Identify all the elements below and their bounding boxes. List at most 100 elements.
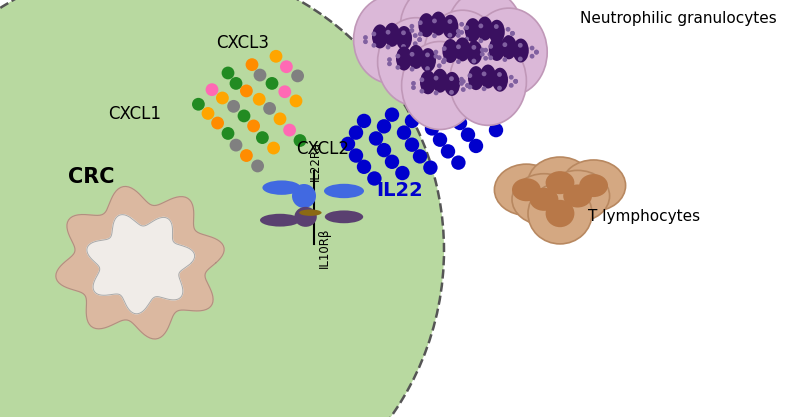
Ellipse shape xyxy=(480,52,485,57)
Ellipse shape xyxy=(280,60,293,73)
Ellipse shape xyxy=(291,70,304,82)
Ellipse shape xyxy=(442,46,446,51)
Ellipse shape xyxy=(478,38,483,43)
Ellipse shape xyxy=(371,43,376,48)
Ellipse shape xyxy=(464,37,469,41)
Ellipse shape xyxy=(467,73,472,78)
Ellipse shape xyxy=(377,143,391,157)
Ellipse shape xyxy=(278,85,291,98)
Ellipse shape xyxy=(418,20,422,25)
Ellipse shape xyxy=(400,0,477,73)
Text: Neutrophilic granulocytes: Neutrophilic granulocytes xyxy=(580,11,777,26)
Ellipse shape xyxy=(477,17,493,40)
Ellipse shape xyxy=(230,139,242,151)
Ellipse shape xyxy=(425,66,430,71)
Ellipse shape xyxy=(387,61,392,66)
Ellipse shape xyxy=(425,53,430,57)
Ellipse shape xyxy=(432,33,437,38)
Ellipse shape xyxy=(447,33,452,38)
Ellipse shape xyxy=(263,102,276,115)
Ellipse shape xyxy=(512,174,576,225)
Ellipse shape xyxy=(494,38,498,43)
Ellipse shape xyxy=(494,164,558,215)
Ellipse shape xyxy=(437,63,442,68)
Ellipse shape xyxy=(468,66,484,90)
Ellipse shape xyxy=(492,68,508,92)
Ellipse shape xyxy=(456,33,461,38)
Ellipse shape xyxy=(441,99,455,113)
Text: T lymphocytes: T lymphocytes xyxy=(588,209,700,224)
Ellipse shape xyxy=(420,48,436,72)
Ellipse shape xyxy=(369,131,383,146)
Ellipse shape xyxy=(506,35,510,40)
Ellipse shape xyxy=(488,44,493,49)
Ellipse shape xyxy=(418,37,422,42)
Ellipse shape xyxy=(377,119,391,133)
Ellipse shape xyxy=(470,8,547,96)
Ellipse shape xyxy=(419,89,424,93)
Ellipse shape xyxy=(410,28,414,33)
Text: CRC: CRC xyxy=(68,168,114,188)
Ellipse shape xyxy=(449,90,454,95)
Ellipse shape xyxy=(367,171,382,186)
Ellipse shape xyxy=(0,0,444,417)
Ellipse shape xyxy=(461,128,475,142)
Ellipse shape xyxy=(488,52,493,57)
Ellipse shape xyxy=(240,149,253,162)
Ellipse shape xyxy=(456,44,461,49)
Ellipse shape xyxy=(432,18,437,23)
Ellipse shape xyxy=(506,27,510,32)
Text: CXCL3: CXCL3 xyxy=(216,34,269,52)
Ellipse shape xyxy=(488,52,493,57)
Ellipse shape xyxy=(262,181,301,195)
Ellipse shape xyxy=(378,18,454,106)
Ellipse shape xyxy=(465,18,481,42)
Ellipse shape xyxy=(444,72,460,96)
Ellipse shape xyxy=(513,38,529,63)
Ellipse shape xyxy=(563,184,592,208)
Ellipse shape xyxy=(253,93,266,106)
Ellipse shape xyxy=(424,10,501,98)
Ellipse shape xyxy=(240,85,253,97)
Ellipse shape xyxy=(238,110,250,122)
Ellipse shape xyxy=(294,134,306,147)
Ellipse shape xyxy=(546,200,574,227)
Ellipse shape xyxy=(396,47,412,70)
Ellipse shape xyxy=(227,100,240,113)
Ellipse shape xyxy=(292,184,316,208)
Ellipse shape xyxy=(405,138,419,152)
Ellipse shape xyxy=(466,40,482,65)
Polygon shape xyxy=(56,186,224,339)
Ellipse shape xyxy=(432,69,448,93)
Ellipse shape xyxy=(461,105,475,119)
Ellipse shape xyxy=(441,144,455,158)
Ellipse shape xyxy=(478,23,483,28)
Ellipse shape xyxy=(256,131,269,144)
Ellipse shape xyxy=(518,43,522,48)
Ellipse shape xyxy=(206,83,218,96)
Ellipse shape xyxy=(274,113,286,125)
Ellipse shape xyxy=(464,26,469,31)
Ellipse shape xyxy=(357,114,371,128)
Text: IL10Rβ: IL10Rβ xyxy=(318,227,331,268)
Ellipse shape xyxy=(387,57,392,62)
Ellipse shape xyxy=(454,38,470,61)
Ellipse shape xyxy=(483,56,488,60)
Polygon shape xyxy=(87,215,194,314)
Ellipse shape xyxy=(562,160,626,211)
Ellipse shape xyxy=(385,108,399,122)
Ellipse shape xyxy=(514,79,518,84)
Ellipse shape xyxy=(546,171,610,221)
Text: IL22: IL22 xyxy=(376,181,422,200)
Ellipse shape xyxy=(413,101,427,116)
Ellipse shape xyxy=(442,59,446,64)
Ellipse shape xyxy=(464,25,469,30)
Ellipse shape xyxy=(254,69,266,81)
Ellipse shape xyxy=(260,214,300,226)
Ellipse shape xyxy=(270,50,282,63)
Text: CXCL2: CXCL2 xyxy=(296,140,349,158)
Ellipse shape xyxy=(509,75,514,80)
Ellipse shape xyxy=(510,31,515,36)
Ellipse shape xyxy=(401,30,406,35)
Ellipse shape xyxy=(483,48,488,53)
